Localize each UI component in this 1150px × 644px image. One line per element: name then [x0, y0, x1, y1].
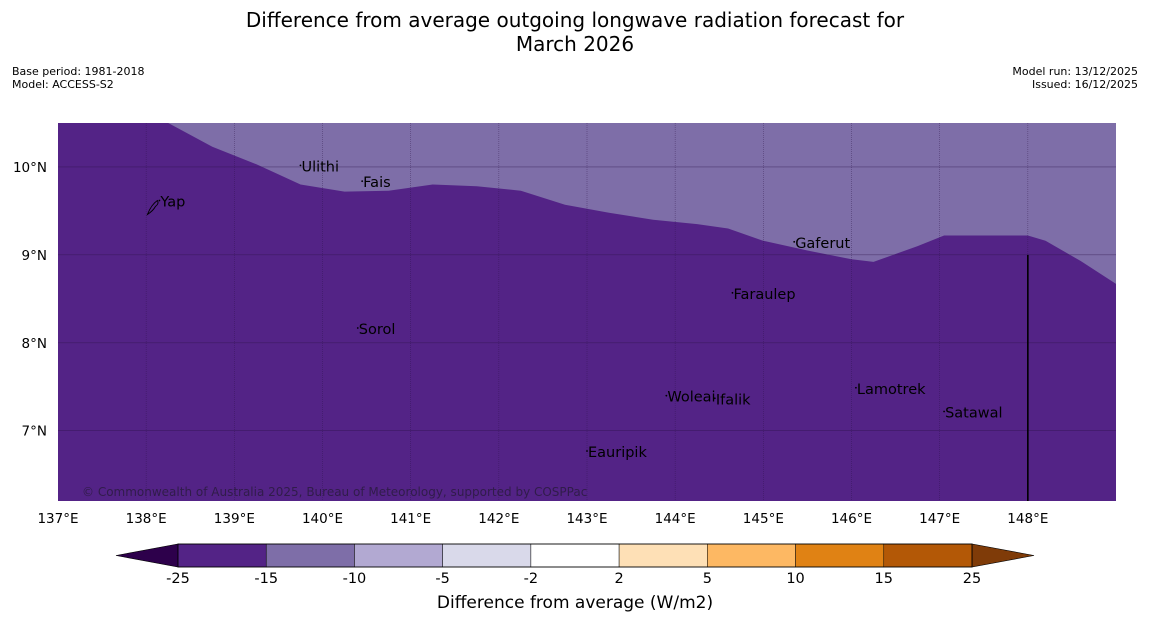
longitude-tick-label: 141°E	[390, 511, 431, 527]
longitude-tick-label: 145°E	[743, 511, 784, 527]
place-label: Sorol	[359, 322, 396, 338]
colorbar-tick-label: 10	[786, 571, 804, 587]
issued-date: Issued: 16/12/2025	[1031, 78, 1138, 91]
model-name: Model: ACCESS-S2	[12, 78, 114, 91]
colorbar-segment	[530, 543, 620, 568]
colorbar-segment	[442, 543, 532, 568]
longitude-tick-label: 148°E	[1007, 511, 1048, 527]
longitude-tick-label: 140°E	[302, 511, 343, 527]
island-marker	[158, 199, 161, 202]
longitude-tick-label: 147°E	[919, 511, 960, 527]
title-line-1: Difference from average outgoing longwav…	[245, 8, 905, 32]
colorbar-tick-label: -2	[524, 571, 538, 587]
island-marker	[356, 327, 359, 329]
place-label: Ulithi	[301, 159, 339, 175]
place-label: Yap	[159, 195, 185, 211]
colorbar-tick-label: -5	[435, 571, 449, 587]
colorbar-label: Difference from average (W/m2)	[436, 593, 714, 613]
place-label: Woleai	[667, 390, 715, 406]
metadata-left: Base period: 1981-2018 Model: ACCESS-S2	[12, 65, 144, 91]
map-panel: Ulithi Fais Yap Gaferut Faraulep Sorol Lamotre…	[13, 123, 1116, 527]
colorbar-segment	[707, 543, 796, 568]
place-label: Fais	[363, 175, 390, 191]
colorbar-tick-label: -10	[343, 571, 367, 587]
title-line-2: March 2026	[515, 32, 635, 56]
latitude-tick-label: 8°N	[22, 336, 47, 352]
longitude-tick-label: 146°E	[831, 511, 872, 527]
colorbar-tick-label: -15	[254, 571, 278, 587]
island-marker	[586, 450, 588, 452]
copyright-notice: © Commonwealth of Australia 2025, Bureau…	[82, 485, 587, 499]
colorbar-tick-label: -25	[166, 571, 190, 587]
region-mid-purple	[168, 123, 1116, 284]
island-marker	[299, 164, 302, 167]
place-label: Ifalik	[716, 392, 751, 408]
longitude-tick-label: 137°E	[37, 511, 78, 527]
longitude-tick-label: 144°E	[655, 511, 696, 527]
colorbar-outline	[177, 543, 973, 568]
metadata-right: Model run: 13/12/2025 Issued: 16/12/2025	[1012, 65, 1138, 91]
model-run: Model run: 13/12/2025	[1012, 65, 1138, 78]
latitude-tick-label: 7°N	[22, 424, 47, 440]
place-label: Eauripik	[588, 445, 647, 461]
colorbar-segment	[354, 543, 443, 568]
colorbar-tick-label: 25	[963, 571, 981, 587]
longitude-tick-label: 139°E	[214, 511, 255, 527]
place-label: Lamotrek	[857, 382, 926, 398]
colorbar-segment	[883, 543, 973, 568]
place-label: Faraulep	[733, 287, 795, 303]
longitude-tick-label: 138°E	[126, 511, 167, 527]
island-marker	[361, 180, 364, 183]
island-marker	[713, 397, 716, 400]
colorbar-tick-label: 5	[703, 571, 712, 587]
place-label: Satawal	[945, 405, 1002, 421]
island-marker	[665, 394, 668, 397]
longitude-tick-label: 142°E	[478, 511, 519, 527]
latitude-tick-label: 9°N	[22, 248, 47, 264]
yap-island-shape	[146, 199, 159, 216]
island-marker	[855, 386, 857, 389]
base-period: Base period: 1981-2018	[12, 65, 145, 78]
map-title: Difference from average outgoing longwav…	[0, 8, 1150, 56]
place-label: Gaferut	[795, 236, 850, 252]
island-marker	[943, 410, 945, 413]
latitude-tick-label: 10°N	[13, 160, 47, 176]
colorbar-segment	[618, 543, 708, 568]
longitude-tick-label: 143°E	[566, 511, 607, 527]
colorbar-extend-low	[115, 543, 179, 568]
island-marker	[731, 291, 734, 294]
colorbar-segment	[177, 543, 267, 568]
colorbar-segment	[795, 543, 885, 568]
colorbar-tick-label: 2	[614, 571, 623, 587]
colorbar-tick-label: 15	[875, 571, 893, 587]
colorbar-extend-high	[971, 543, 1035, 568]
colorbar-segment	[265, 543, 355, 568]
colorbar: -25 -15 -10 -5 -2 2 5 10 15 25	[115, 543, 1035, 587]
island-marker	[793, 240, 796, 243]
